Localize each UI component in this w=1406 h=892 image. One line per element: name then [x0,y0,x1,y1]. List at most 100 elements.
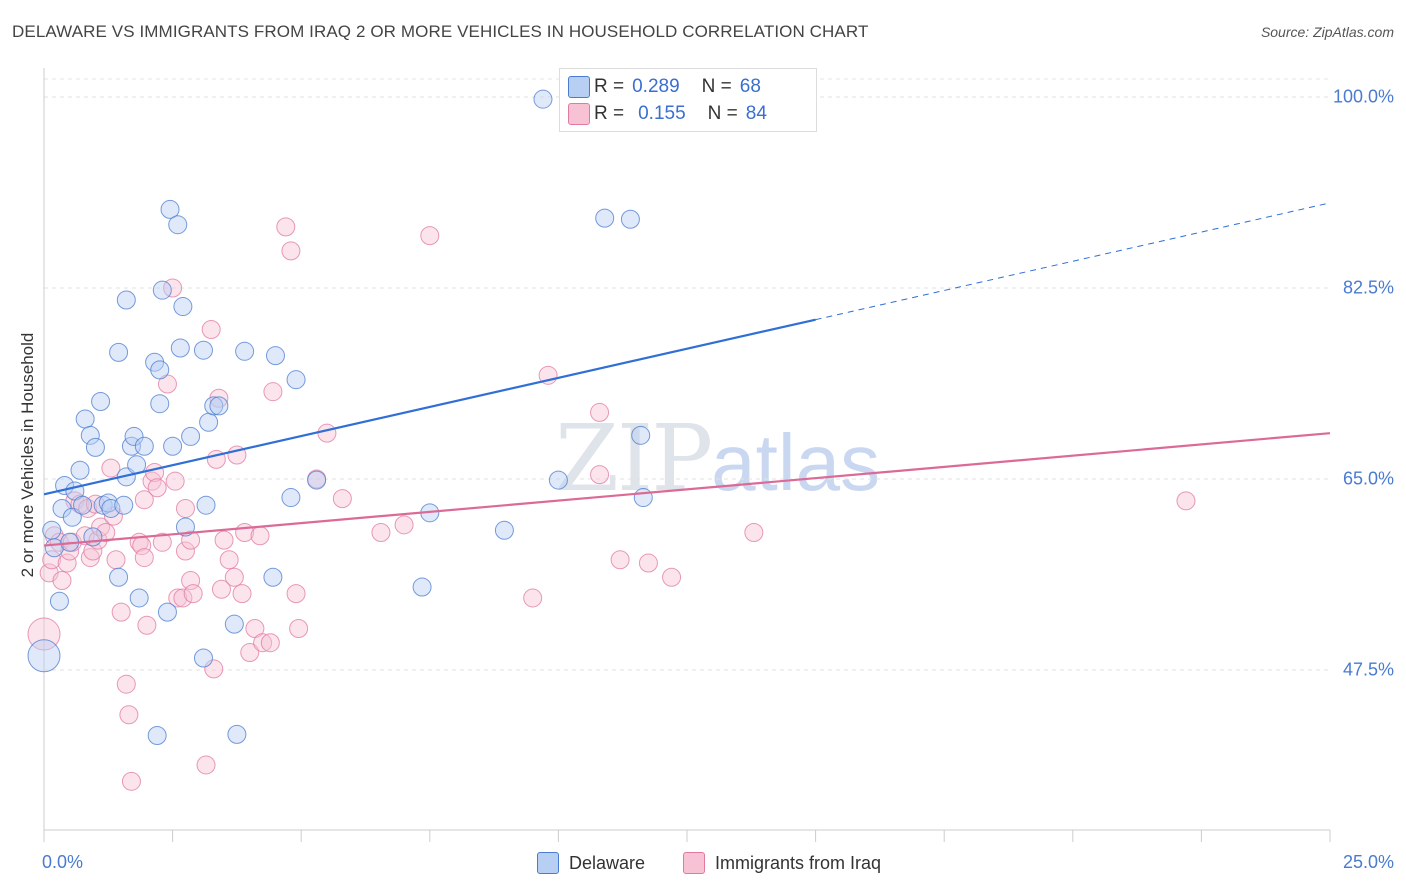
delaware-point [633,488,653,508]
bottom-legend-label-delaware: Delaware [569,852,646,873]
delaware-point [98,493,118,513]
bottom-legend-swatch-delaware [537,852,559,874]
iraq-point [183,584,203,604]
iraq-point [201,319,221,339]
delaware-point [175,517,195,537]
delaware-point [80,425,100,445]
iraq-point [263,382,283,402]
delaware-point [286,370,306,390]
legend-swatch-delaware [568,76,590,98]
iraq-point [96,522,116,542]
y-tick-label: 100.0% [1332,86,1394,107]
delaware-point [181,426,201,446]
delaware-point [116,290,136,310]
delaware-point [163,436,183,456]
delaware-point [227,724,247,744]
bottom-legend-label-iraq: Immigrants from Iraq [715,852,882,873]
delaware-point [235,341,255,361]
x-tick-label-max: 25.0% [1342,852,1394,872]
delaware-point [193,340,213,360]
delaware-point [109,567,129,587]
iraq-point [211,579,231,599]
bottom-legend-delaware: Delaware [537,852,645,874]
iraq-point [137,615,157,635]
delaware-point [170,338,190,358]
iraq-point [317,423,337,443]
iraq-point [175,541,195,561]
iraq-point [281,241,301,261]
iraq-point [111,602,131,622]
iraq-point [638,553,658,573]
iraq-point [523,588,543,608]
bottom-legend-swatch-iraq [683,852,705,874]
delaware-point [224,614,244,634]
delaware-point [204,396,224,416]
y-axis-label: 2 or more Vehicles in Household [18,332,37,578]
legend-row-iraq: R = 0.155 N = 84 [568,101,767,127]
delaware-point [631,425,651,445]
iraq-point [116,674,136,694]
delaware-point [533,89,553,109]
delaware-point [91,392,111,412]
iraq-point [235,522,255,542]
delaware-point [157,602,177,622]
iraq-point [57,553,77,573]
delaware-point [150,360,170,380]
delaware-point [75,409,95,429]
iraq-point [152,532,172,552]
delaware-point [73,495,93,515]
delaware-point [173,297,193,317]
iraq-point [175,498,195,518]
delaware-point [199,412,219,432]
iraq-point [371,522,391,542]
series-delaware-points [27,89,653,745]
delaware-point [129,588,149,608]
iraq-point [253,633,273,653]
delaware-trend-extension [815,202,1331,321]
delaware-point [70,460,90,480]
delaware-point [152,280,172,300]
x-tick-label-min: 0.0% [42,852,84,872]
y-tick-label: 47.5% [1342,659,1394,680]
chart-title: DELAWARE VS IMMIGRANTS FROM IRAQ 2 OR MO… [12,22,869,41]
delaware-point [595,208,615,228]
iraq-point [168,588,188,608]
delaware-point [150,394,170,414]
legend-n-value: 68 [739,76,761,97]
delaware-point [494,520,514,540]
iraq-point [744,522,764,542]
iraq-point [134,490,154,510]
delaware-point [85,437,105,457]
delaware-point [101,498,121,518]
legend-row-delaware: R = 0.289 N = 68 [568,74,761,100]
iraq-point [134,548,154,568]
iraq-point [147,478,167,498]
delaware-point [412,577,432,597]
iraq-point [250,526,270,546]
iraq-point [173,588,193,608]
delaware-point [307,470,327,490]
iraq-point [224,567,244,587]
iraq-point [232,584,252,604]
legend-r-value: 0.289 [632,76,680,97]
delaware-point [193,648,213,668]
delaware-trend-line [43,318,816,496]
correlation-legend: R = 0.289 N = 68 R = 0.155 N = 84 [559,68,817,132]
delaware-point [263,567,283,587]
trend-lines [43,202,1331,547]
delaware-point [265,346,285,366]
iraq-point [590,465,610,485]
delaware-point [27,639,61,673]
legend-r-value: 0.155 [638,103,686,124]
iraq-point [289,619,309,639]
delaware-point [620,209,640,229]
series-iraq-points [27,217,1196,791]
iraq-point [219,550,239,570]
iraq-point [332,489,352,509]
delaware-point [209,396,229,416]
iraq-point [610,550,630,570]
delaware-point [42,520,62,540]
iraq-trend-line [43,432,1331,547]
delaware-point [147,725,167,745]
